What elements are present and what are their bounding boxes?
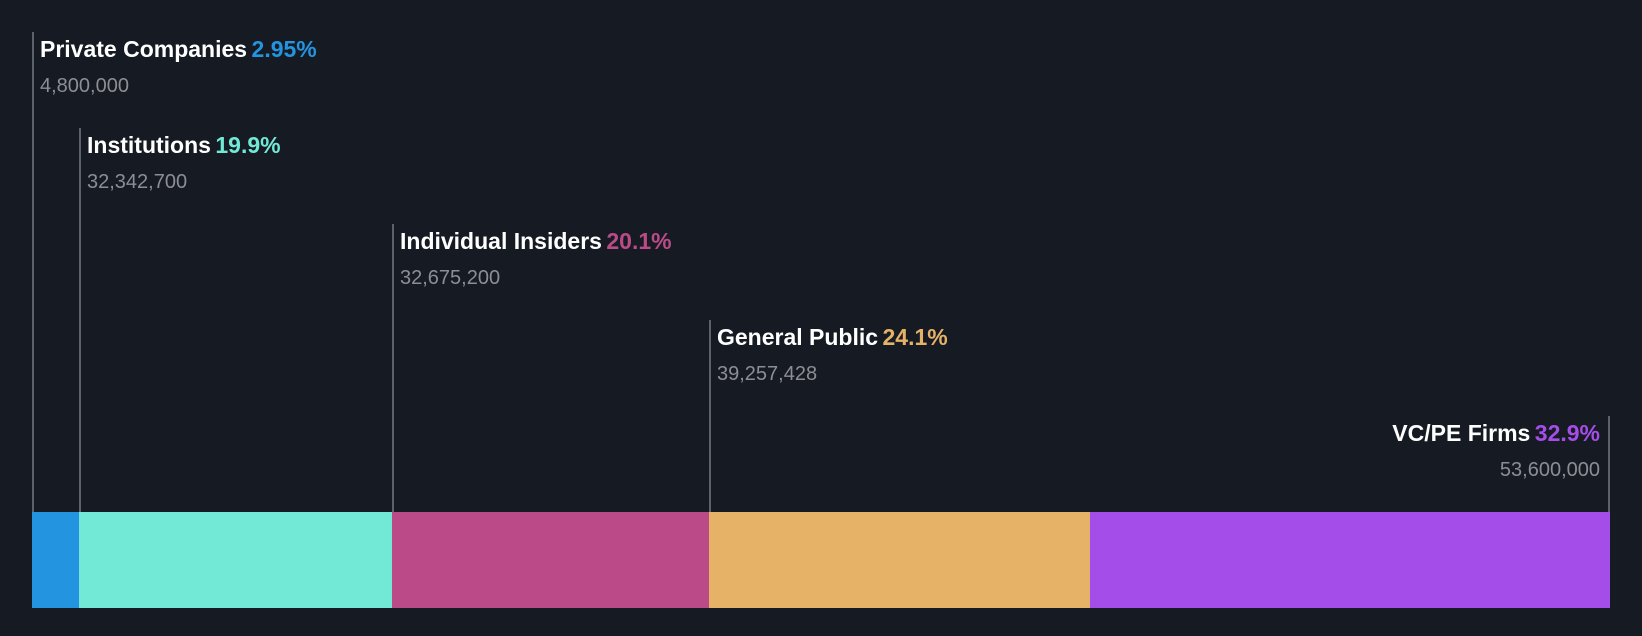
segment-name: Individual Insiders bbox=[400, 228, 602, 254]
label-individual-insiders: Individual Insiders 20.1% 32,675,200 bbox=[400, 228, 672, 290]
leader-line-vcpe-firms bbox=[1608, 416, 1610, 512]
label-institutions: Institutions 19.9% 32,342,700 bbox=[87, 132, 281, 194]
segment-institutions[interactable] bbox=[79, 512, 392, 608]
leader-line-private-companies bbox=[32, 32, 34, 512]
segment-name: General Public bbox=[717, 324, 879, 350]
segment-private-companies[interactable] bbox=[32, 512, 79, 608]
segment-count: 53,600,000 bbox=[1499, 459, 1600, 481]
segment-percent: 19.9% bbox=[215, 132, 281, 158]
segment-name: VC/PE Firms bbox=[1392, 420, 1531, 446]
segment-count: 32,342,700 bbox=[87, 171, 188, 193]
segment-percent: 2.95% bbox=[251, 36, 317, 62]
segment-percent: 20.1% bbox=[606, 228, 672, 254]
leader-line-institutions bbox=[79, 128, 81, 512]
label-private-companies: Private Companies 2.95% 4,800,000 bbox=[40, 36, 317, 98]
segment-percent: 32.9% bbox=[1534, 420, 1600, 446]
segment-individual-insiders[interactable] bbox=[392, 512, 709, 608]
segment-vcpe-firms[interactable] bbox=[1090, 512, 1610, 608]
label-vcpe-firms: VC/PE Firms 32.9% 53,600,000 bbox=[1392, 420, 1600, 482]
segment-count: 39,257,428 bbox=[717, 363, 818, 385]
segment-count: 32,675,200 bbox=[400, 267, 501, 289]
segment-name: Private Companies bbox=[40, 36, 248, 62]
segment-name: Institutions bbox=[87, 132, 211, 158]
segment-general-public[interactable] bbox=[709, 512, 1090, 608]
label-general-public: General Public 24.1% 39,257,428 bbox=[717, 324, 948, 386]
leader-line-general-public bbox=[709, 320, 711, 512]
segment-percent: 24.1% bbox=[882, 324, 948, 350]
leader-line-individual-insiders bbox=[392, 224, 394, 512]
segment-count: 4,800,000 bbox=[40, 75, 129, 97]
